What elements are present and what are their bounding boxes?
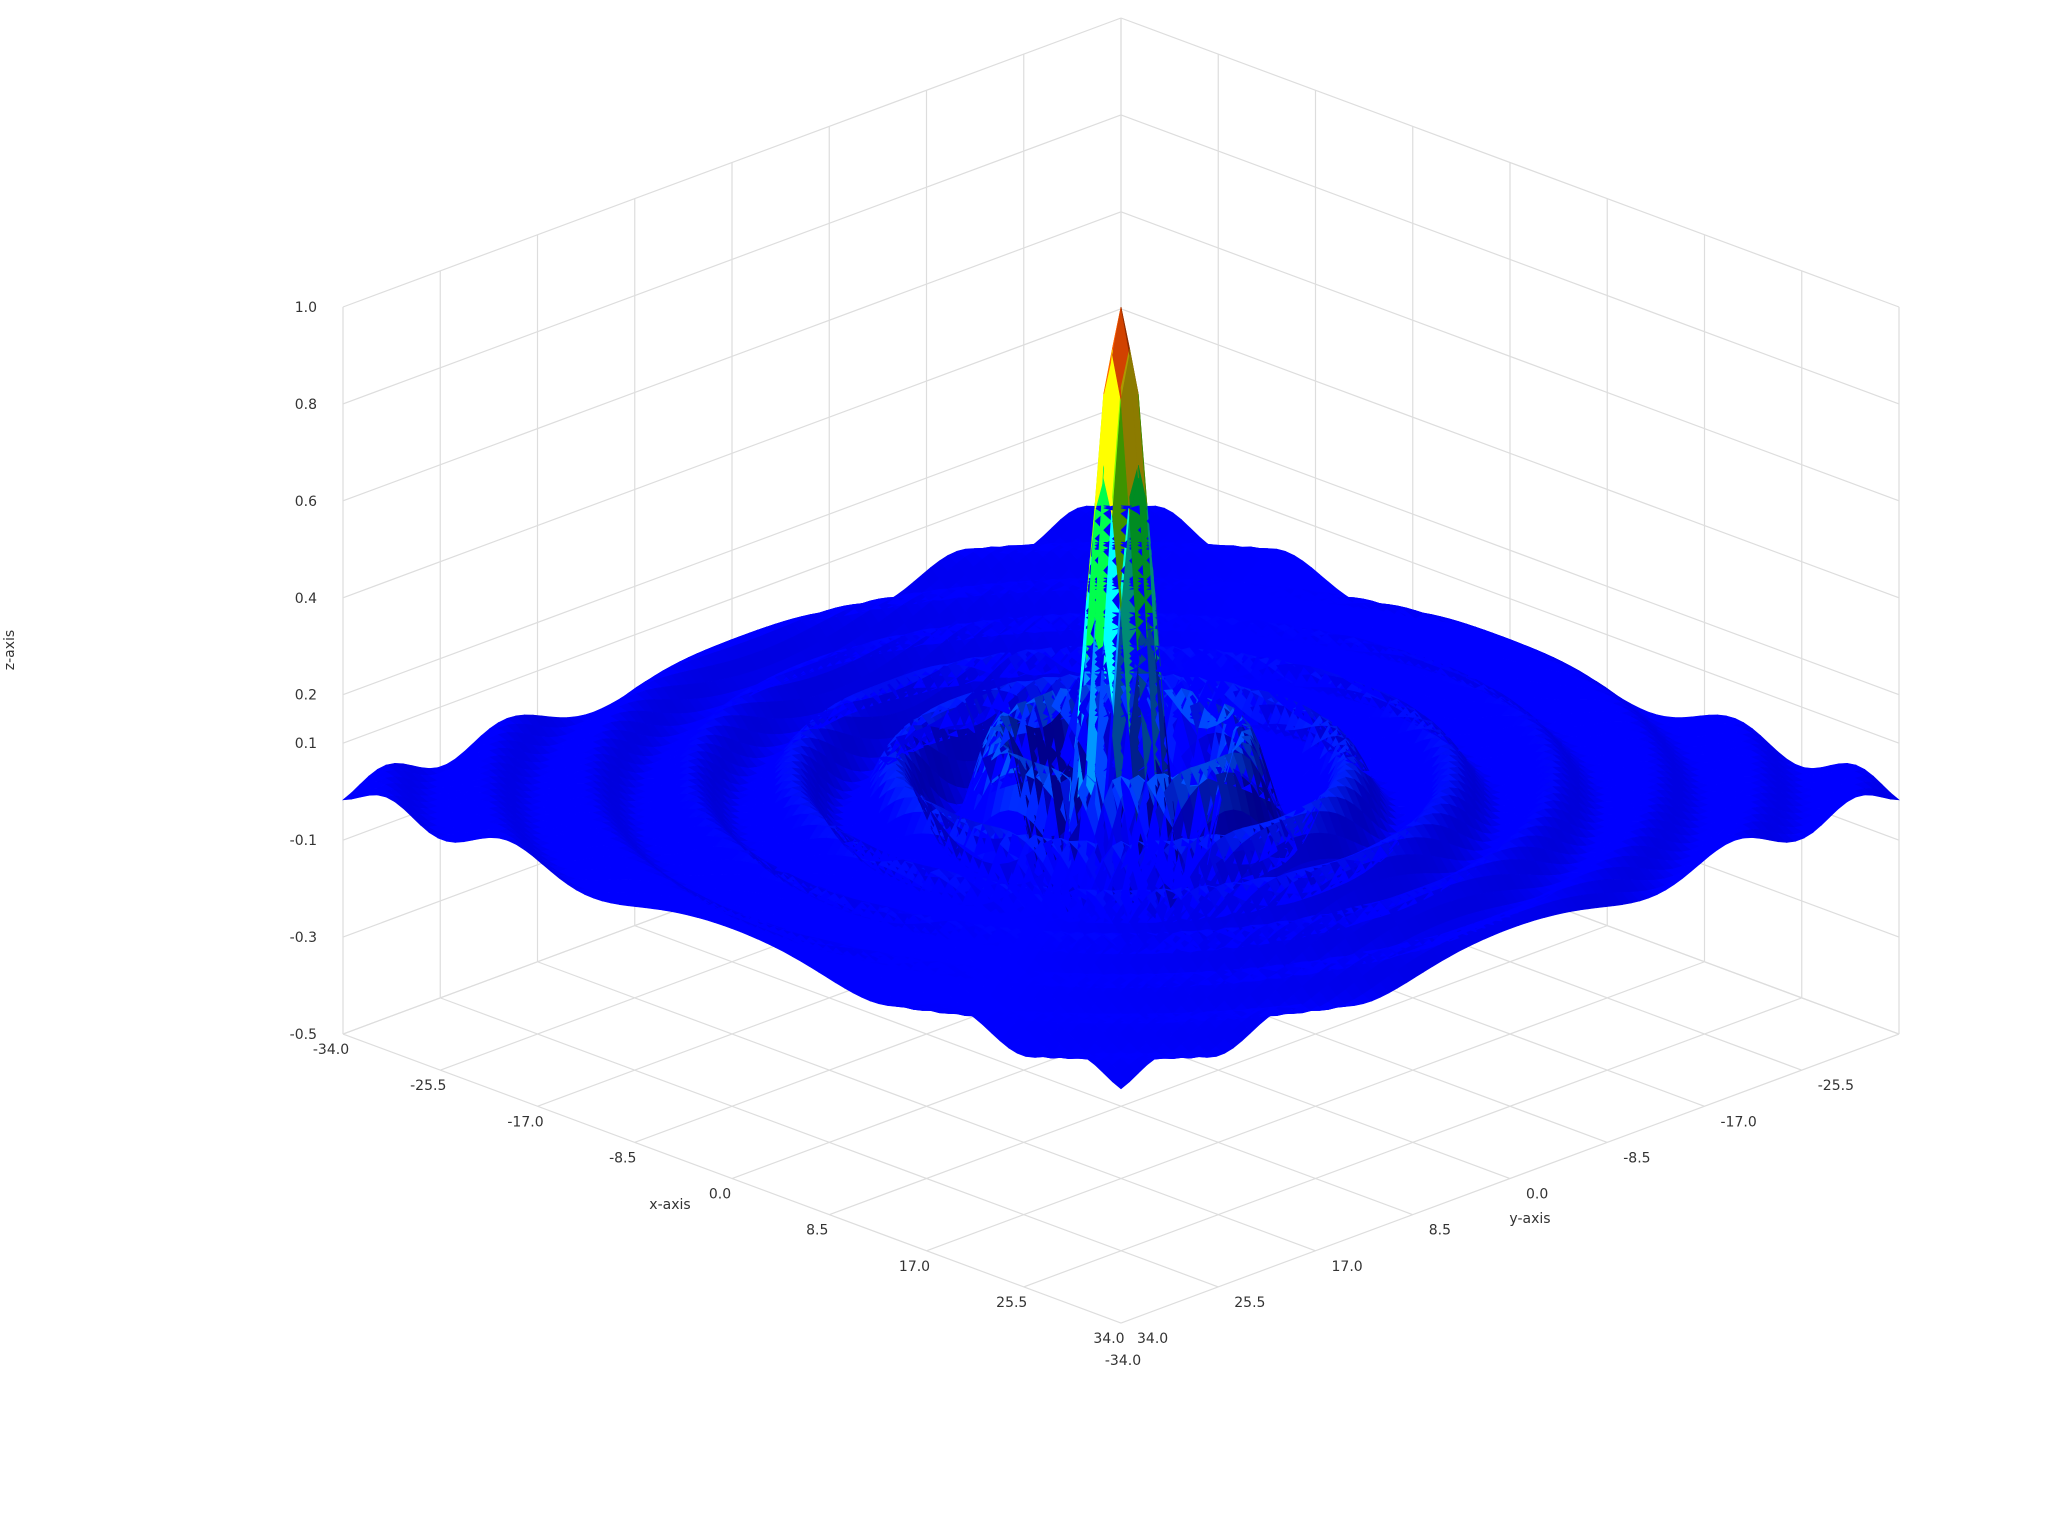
surface-plot xyxy=(343,307,1899,1089)
